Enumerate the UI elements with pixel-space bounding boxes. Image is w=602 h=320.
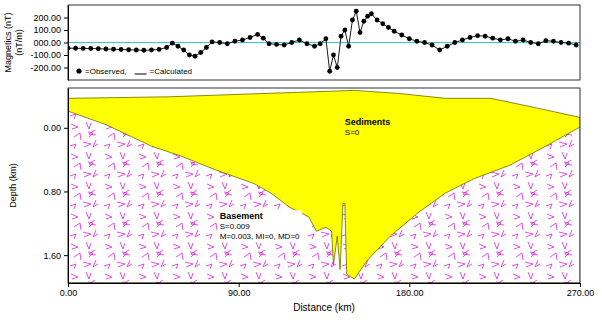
tick-mark: [64, 30, 68, 31]
area-layer: [68, 90, 580, 283]
tick: -100.00: [30, 50, 68, 60]
tick-label: 1.60: [43, 251, 61, 261]
tick-mark: [409, 283, 410, 287]
region-property: M=0.003, MI=0, MD=0: [220, 232, 300, 241]
tick: 100.00: [33, 25, 68, 35]
plot-frame: [68, 5, 580, 80]
y-axis-title: Depth (km): [8, 163, 18, 208]
tick: 0.80: [43, 187, 68, 197]
tick: 1.60: [43, 251, 68, 261]
tick: 200.00: [33, 13, 68, 23]
tick-mark: [64, 18, 68, 19]
y-axis: 0.00 0.80 1.60: [43, 89, 68, 284]
tick-label: -200.00: [30, 63, 61, 73]
tick-mark: [68, 283, 69, 287]
y-axis-title: (nT/m): [14, 29, 24, 56]
reference-line: [68, 42, 580, 43]
chart-container: 200.00 100.00 000.00 -100.00 -200.00 Magnetic…: [0, 0, 602, 320]
tick-mark: [239, 283, 240, 287]
tick-label: 0.80: [43, 187, 61, 197]
data-line: [68, 11, 576, 71]
tick-label: 100.00: [33, 25, 61, 35]
tick: 0.00: [43, 123, 68, 133]
region-property: S=0.009: [220, 222, 251, 231]
tick: 90.00: [228, 283, 251, 298]
legend-symbol: [76, 68, 81, 73]
tick-mark: [64, 43, 68, 44]
tick: 270.00: [567, 283, 595, 298]
plot-area: [68, 90, 580, 283]
legend-label: =Calculated: [150, 67, 192, 76]
plot-area: [68, 9, 580, 74]
x-axis: 0.00 90.00 180.00 270.00: [60, 283, 595, 298]
tick: -200.00: [30, 63, 68, 73]
area-layer: [68, 111, 580, 283]
tick-mark: [64, 55, 68, 56]
tick-mark: [580, 283, 581, 287]
region-name: Sediments: [345, 117, 391, 127]
tick: 180.00: [396, 283, 424, 298]
tick-mark: [64, 68, 68, 69]
region-label: BasementS=0.009M=0.003, MI=0, MD=0: [218, 210, 302, 242]
legend: =Observed, =Calculated: [76, 67, 192, 76]
tick-label: 000.00: [33, 38, 61, 48]
tick-label: 200.00: [33, 13, 61, 23]
tick-label: 180.00: [396, 288, 424, 298]
chart-svg: 200.00 100.00 000.00 -100.00 -200.00 Magnetic…: [0, 0, 602, 320]
y-axis-title: Magnetics (nT): [3, 12, 13, 72]
region-name: Basement: [220, 211, 263, 221]
region-property: S=0: [345, 128, 360, 137]
label-background: [218, 210, 302, 242]
tick-label: 0.00: [60, 288, 78, 298]
tick-mark: [64, 191, 68, 192]
tick-mark: [64, 255, 68, 256]
y-axis: 200.00 100.00 000.00 -100.00 -200.00: [30, 6, 68, 81]
tick: 0.00: [60, 283, 78, 298]
tick-label: -100.00: [30, 50, 61, 60]
tick-mark: [64, 128, 68, 129]
tick: 000.00: [33, 38, 68, 48]
legend-symbol: [135, 74, 147, 75]
tick-label: 90.00: [228, 288, 251, 298]
plot-frame: [68, 88, 580, 283]
axis-line: [69, 283, 581, 284]
tick-label: 0.00: [43, 123, 61, 133]
tick-label: 270.00: [567, 288, 595, 298]
axis-line: [68, 89, 69, 284]
region-label: SedimentsS=0: [345, 117, 391, 137]
axis-line: [68, 6, 69, 81]
x-axis-title: Distance (km): [293, 302, 355, 313]
legend-label: =Observed,: [85, 67, 127, 76]
